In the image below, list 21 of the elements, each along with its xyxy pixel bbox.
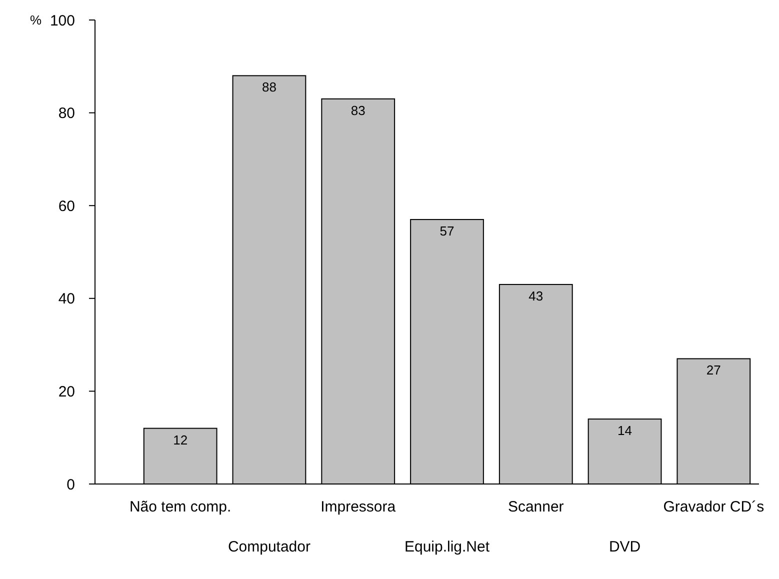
y-tick-label: 20 bbox=[58, 383, 75, 400]
y-tick-label: 40 bbox=[58, 290, 75, 308]
x-tick-label: Gravador CD´s bbox=[663, 498, 764, 516]
data-label: 88 bbox=[262, 80, 276, 95]
data-label: 12 bbox=[173, 432, 188, 448]
x-tick-label: Computador bbox=[228, 538, 310, 556]
x-tick-label: Scanner bbox=[508, 498, 564, 516]
y-tick-label: 0 bbox=[66, 476, 75, 494]
y-tick-label: 80 bbox=[58, 105, 75, 122]
y-tick-label: 100 bbox=[50, 12, 75, 30]
x-tick-label: DVD bbox=[608, 538, 641, 556]
x-tick-label: Não tem comp. bbox=[129, 498, 232, 516]
data-label: 27 bbox=[706, 362, 721, 378]
data-label: 43 bbox=[528, 288, 544, 304]
x-tick-label: Equip.lig.Net bbox=[404, 538, 490, 556]
y-tick-label: 60 bbox=[58, 198, 75, 215]
y-axis-title: % bbox=[30, 12, 42, 28]
x-tick-label: Impressora bbox=[320, 498, 396, 516]
data-label: 83 bbox=[350, 102, 366, 118]
data-label: 14 bbox=[618, 423, 632, 438]
data-label: 57 bbox=[440, 224, 454, 239]
